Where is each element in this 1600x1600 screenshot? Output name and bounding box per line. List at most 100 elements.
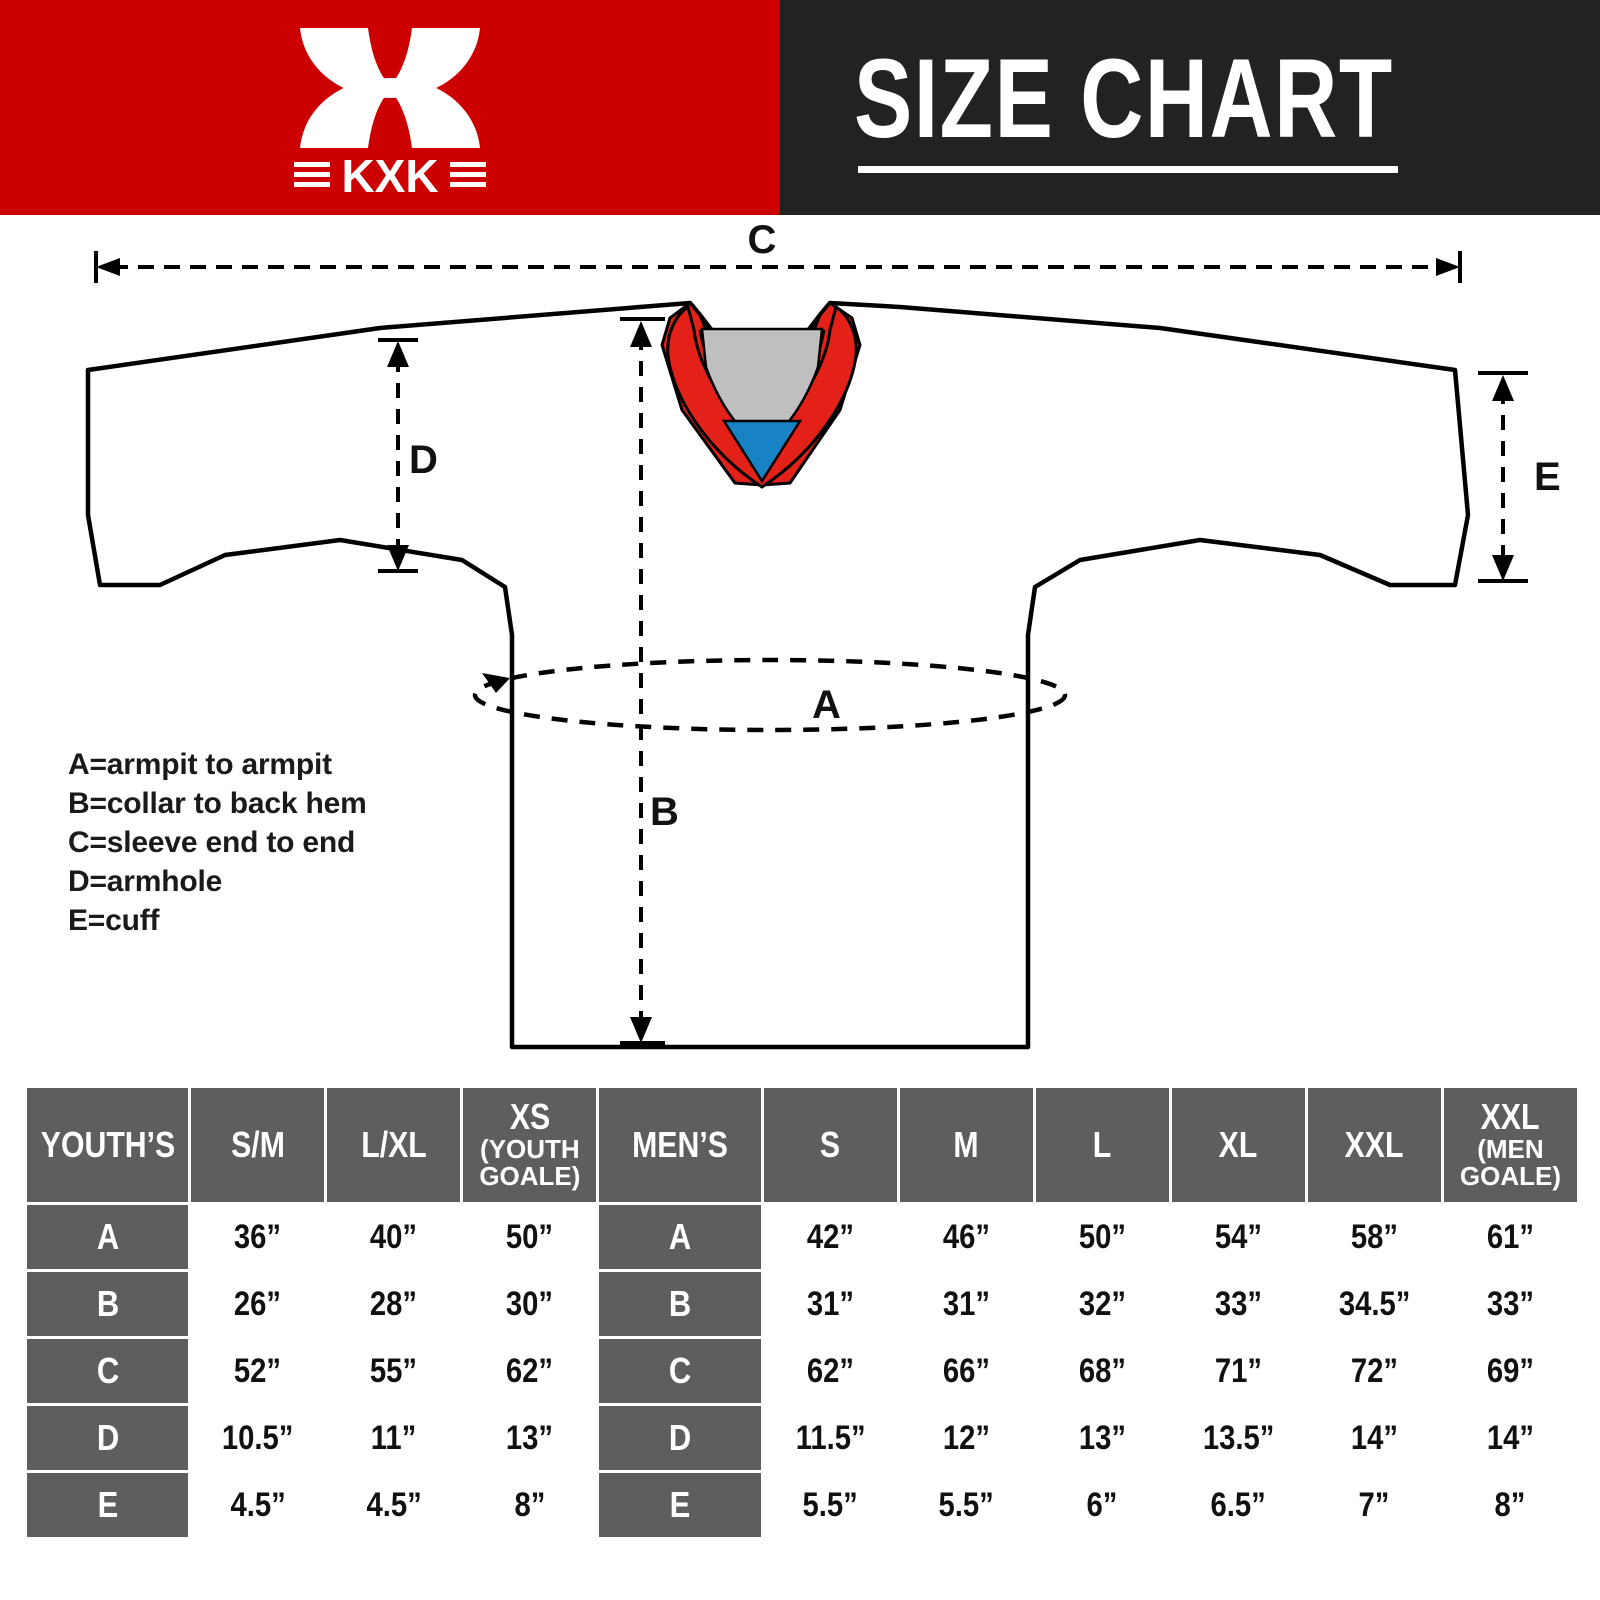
cell-men-B-3: 32” [1035, 1272, 1169, 1336]
cell-value: 72” [1350, 1351, 1398, 1390]
title-panel: SIZE CHART [780, 0, 1600, 215]
cell-youth-B-2: 28” [327, 1272, 461, 1336]
column-header-sublabel: (YOUTH GOALE) [479, 1134, 581, 1192]
cell-men-D-1: 11.5” [763, 1406, 897, 1470]
cell-youth-E-2: 4.5” [327, 1473, 461, 1537]
legend-line-d: D=armhole [68, 865, 223, 898]
brand-wordmark: KXK [341, 150, 438, 195]
legend-line-c: C=sleeve end to end [68, 826, 356, 859]
row-label-men-B: B [599, 1272, 761, 1336]
cell-men-D-4: 13.5” [1171, 1406, 1305, 1470]
cell-youth-B-3: 30” [463, 1272, 597, 1336]
column-header-xxl: XXL [1307, 1088, 1441, 1202]
column-header-label: XXL [1481, 1096, 1540, 1138]
dimension-e-arrow-top [1492, 375, 1514, 401]
legend-line-a: A=armpit to armpit [68, 748, 332, 781]
size-table: YOUTH’S S/M L/XL XS (YOUTH GOALE) MEN’S S M L XL X… [24, 1085, 1580, 1540]
cell-value: 46” [942, 1217, 990, 1256]
cell-value: 11.5” [795, 1418, 866, 1457]
cell-men-B-6: 33” [1443, 1272, 1577, 1336]
title-underline [858, 166, 1398, 174]
cell-youth-C-2: 55” [327, 1339, 461, 1403]
column-header-men-s: MEN’S [599, 1088, 761, 1202]
cell-value: 32” [1078, 1284, 1126, 1323]
column-header-l: L [1035, 1088, 1169, 1202]
column-header-label: L/XL [361, 1123, 427, 1165]
column-header-s: S [763, 1088, 897, 1202]
cell-value: D [668, 1417, 692, 1458]
cell-value: 4.5” [366, 1485, 422, 1524]
dimension-d-label: D [409, 438, 438, 482]
cell-men-E-4: 6.5” [1171, 1473, 1305, 1537]
legend-line-e: E=cuff [68, 904, 160, 937]
brand-panel: KXK [0, 0, 780, 215]
row-label-youth-B: B [27, 1272, 189, 1336]
table-row: B 26” 28” 30” B 31” 31” 32” 33” 34.5” 33” [27, 1272, 1577, 1336]
cell-value: 7” [1358, 1485, 1390, 1524]
cell-value: 8” [1494, 1485, 1526, 1524]
cell-value: 11” [371, 1418, 417, 1457]
column-header-xl: XL [1171, 1088, 1305, 1202]
cell-men-A-3: 50” [1035, 1205, 1169, 1269]
dimension-c-arrow-right [1436, 258, 1460, 276]
cell-men-C-5: 72” [1307, 1339, 1441, 1403]
cell-men-A-2: 46” [899, 1205, 1033, 1269]
dimension-b [620, 317, 665, 1045]
cell-value: 4.5” [230, 1485, 286, 1524]
cell-value: 6.5” [1210, 1485, 1266, 1524]
cell-value: 31” [806, 1284, 854, 1323]
cell-value: 12” [942, 1418, 990, 1457]
cell-men-A-4: 54” [1171, 1205, 1305, 1269]
column-header-youth-s: YOUTH’S [27, 1088, 189, 1202]
cell-value: 33” [1214, 1284, 1262, 1323]
column-header-label: M [953, 1123, 979, 1165]
dimension-b-arrow-bottom [630, 1017, 652, 1043]
row-label-men-C: C [599, 1339, 761, 1403]
column-header-s-m: S/M [191, 1088, 325, 1202]
cell-value: 26” [234, 1284, 282, 1323]
cell-value: 13” [1078, 1418, 1126, 1457]
cell-youth-E-3: 8” [463, 1473, 597, 1537]
cell-youth-C-1: 52” [191, 1339, 325, 1403]
column-header-label: MEN’S [632, 1123, 728, 1165]
cell-value: 50” [506, 1217, 554, 1256]
cell-youth-D-3: 13” [463, 1406, 597, 1470]
cell-men-A-1: 42” [763, 1205, 897, 1269]
row-label-men-A: A [599, 1205, 761, 1269]
cell-men-D-5: 14” [1307, 1406, 1441, 1470]
cell-youth-C-3: 62” [463, 1339, 597, 1403]
cell-men-B-1: 31” [763, 1272, 897, 1336]
column-header-m: M [899, 1088, 1033, 1202]
cell-value: 31” [942, 1284, 990, 1323]
cell-value: D [96, 1417, 119, 1458]
cell-value: 30” [506, 1284, 554, 1323]
column-header-label: S/M [230, 1123, 285, 1165]
cell-value: E [97, 1484, 118, 1525]
dimension-b-arrow-top [630, 321, 652, 347]
dimension-d-arrow-top [387, 341, 409, 367]
collar-blue-tip [721, 419, 803, 484]
column-header-sublabel: (MEN GOALE) [1459, 1134, 1561, 1192]
table-row: D 10.5” 11” 13” D 11.5” 12” 13” 13.5” 14” 14” [27, 1406, 1577, 1470]
cell-youth-E-1: 4.5” [191, 1473, 325, 1537]
cell-value: 5.5” [802, 1485, 858, 1524]
row-label-men-D: D [599, 1406, 761, 1470]
cell-value: 58” [1350, 1217, 1398, 1256]
cell-men-C-6: 69” [1443, 1339, 1577, 1403]
cell-value: 50” [1078, 1217, 1126, 1256]
cell-men-E-3: 6” [1035, 1473, 1169, 1537]
cell-value: 61” [1486, 1217, 1535, 1256]
dimension-a-ellipse [472, 657, 1068, 733]
column-header-label: S [820, 1123, 841, 1165]
dimension-e-arrow-bottom [1492, 555, 1514, 581]
cell-value: C [668, 1350, 692, 1391]
cell-value: 28” [370, 1284, 418, 1323]
cell-value: 55” [370, 1351, 418, 1390]
dimension-e-label: E [1534, 455, 1561, 499]
cell-men-B-2: 31” [899, 1272, 1033, 1336]
table-row: C 52” 55” 62” C 62” 66” 68” 71” 72” 69” [27, 1339, 1577, 1403]
cell-men-E-6: 8” [1443, 1473, 1577, 1537]
cell-value: 5.5” [938, 1485, 994, 1524]
cell-value: 66” [942, 1351, 990, 1390]
cell-youth-A-3: 50” [463, 1205, 597, 1269]
